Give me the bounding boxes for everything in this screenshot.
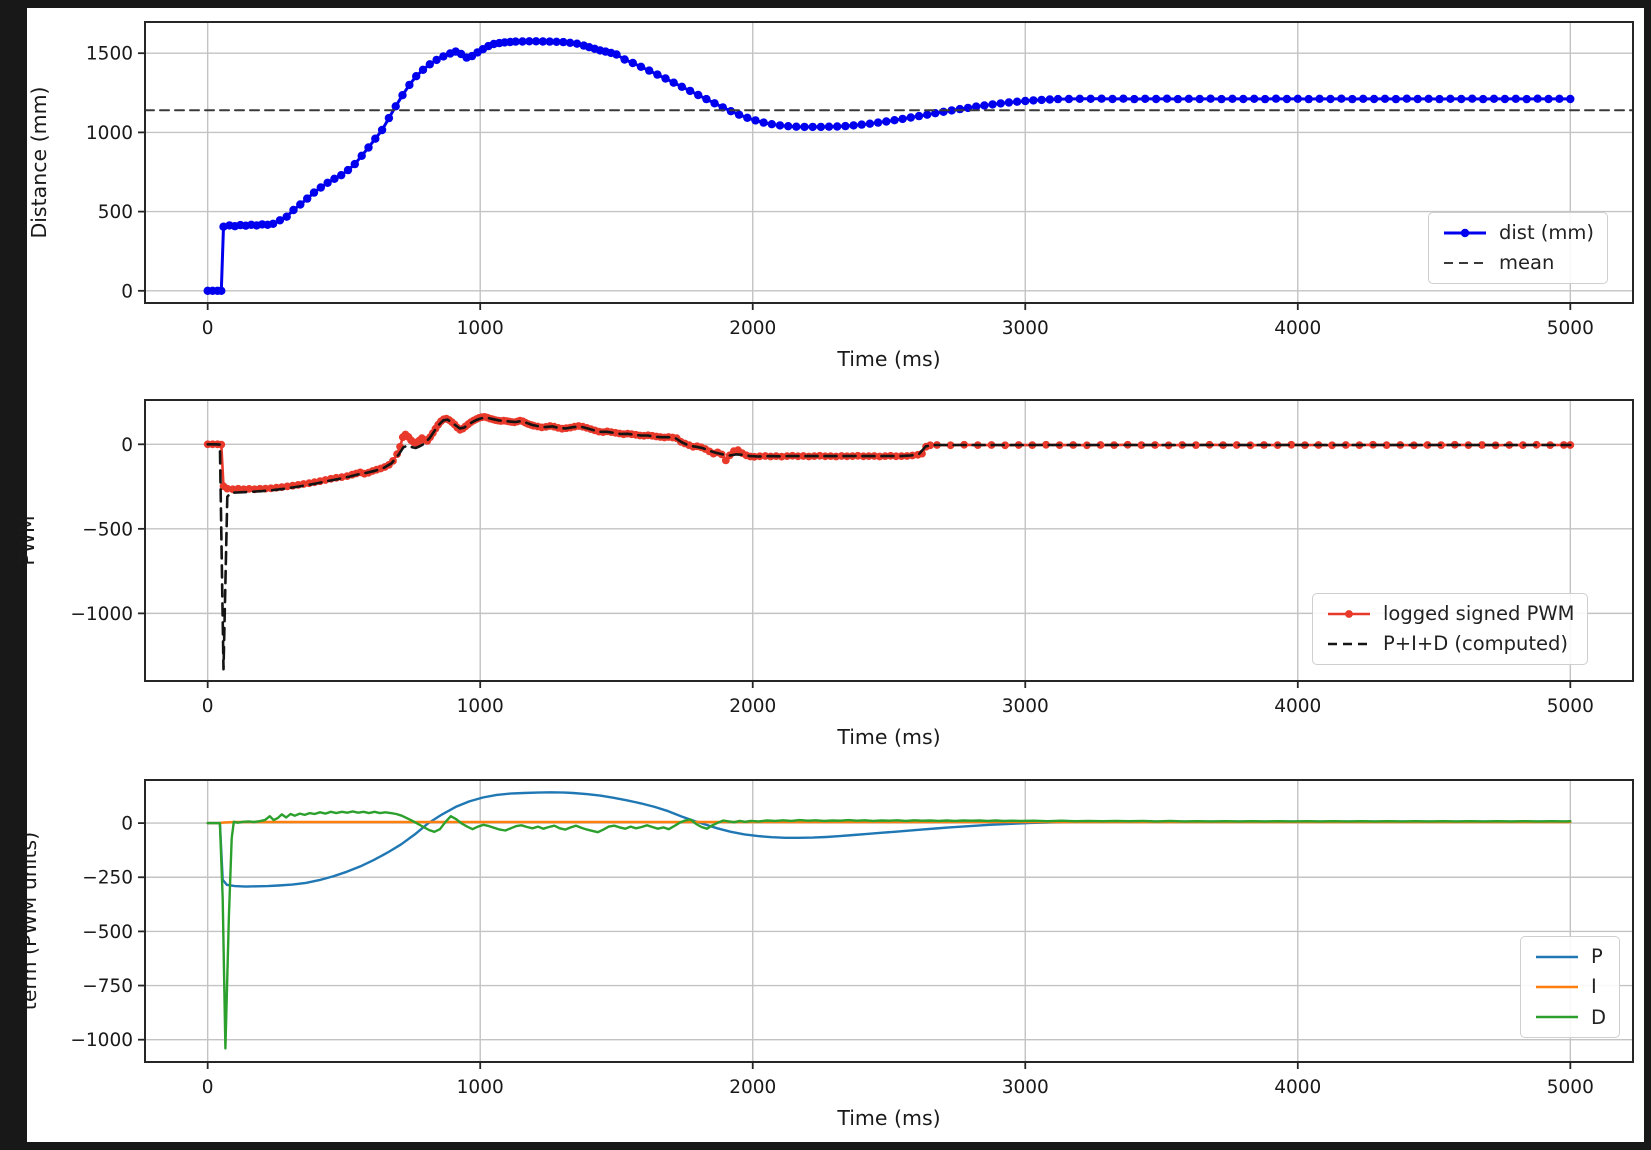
legend-item-dist-mm-: dist (mm)	[1442, 221, 1594, 244]
x-tick-label: 4000	[1274, 696, 1321, 717]
legend-item-p-i-d-computed-: P+I+D (computed)	[1326, 632, 1574, 655]
legend-line-sample-icon	[1536, 985, 1578, 989]
y-tick-label: 0	[121, 435, 133, 456]
legend-line-sample-icon	[1444, 228, 1486, 237]
y-axis-label: PWM	[15, 515, 39, 565]
x-tick-label: 3000	[1002, 1077, 1049, 1098]
x-tick-label: 2000	[729, 1077, 776, 1098]
x-tick-label: 4000	[1274, 1077, 1321, 1098]
x-tick-label: 0	[202, 318, 214, 339]
legend-line-sample-icon	[1328, 642, 1370, 646]
y-tick-label: 0	[121, 814, 133, 835]
x-axis-label: Time (ms)	[836, 725, 940, 749]
series-line-p-i-d-computed-	[206, 416, 1572, 671]
x-axis-label: Time (ms)	[836, 347, 940, 371]
figure-background	[27, 8, 1644, 1142]
legend-item-logged-signed-pwm: logged signed PWM	[1326, 602, 1574, 625]
y-tick-label: −1000	[70, 1030, 133, 1051]
legend-pwm: logged signed PWM P+I+D (computed)	[1312, 593, 1589, 665]
subplot-pwm: 0 1000 2000 3000 4000 5000 0 −500 −1000 Time (ms)…	[15, 399, 1634, 749]
x-tick-label: 3000	[1002, 696, 1049, 717]
y-axis-label: term (PWM units)	[17, 832, 41, 1010]
y-tick-label: −250	[82, 868, 133, 889]
legend-line-sample-icon	[1444, 262, 1486, 265]
x-tick-label: 4000	[1274, 318, 1321, 339]
subplot-distance: 0 1000 2000 3000 4000 5000 0 500 1000 1500 Time (m…	[27, 21, 1634, 371]
legend-item-p: P	[1534, 945, 1606, 968]
legend-item-mean: mean	[1442, 251, 1594, 274]
legend-distance: dist (mm) mean	[1428, 212, 1609, 284]
legend-line-sample-icon	[1536, 1016, 1578, 1019]
y-tick-label: −750	[82, 976, 133, 997]
legend-label: mean	[1499, 251, 1555, 275]
subplot-terms: 0 1000 2000 3000 4000 5000 0 −250 −500 −750 −1000 T…	[17, 779, 1634, 1130]
y-tick-label: 1000	[86, 123, 133, 144]
legend-label: D	[1591, 1005, 1607, 1029]
axes-spines	[144, 399, 1634, 682]
y-tick-label: −500	[82, 922, 133, 943]
x-tick-label: 0	[202, 1077, 214, 1098]
legend-line-sample-icon	[1328, 609, 1370, 618]
x-tick-label: 5000	[1547, 1077, 1594, 1098]
legend-label: P	[1591, 945, 1603, 968]
legend-item-i: I	[1534, 975, 1606, 998]
x-tick-label: 5000	[1547, 318, 1594, 339]
y-tick-label: 0	[121, 281, 133, 302]
legend-line-sample-icon	[1536, 955, 1578, 958]
x-tick-label: 2000	[729, 318, 776, 339]
x-tick-label: 1000	[457, 318, 504, 339]
y-tick-label: −500	[82, 519, 133, 540]
legend-item-d: D	[1534, 1006, 1606, 1029]
y-tick-label: 1500	[86, 44, 133, 65]
y-tick-label: 500	[98, 202, 133, 223]
y-axis-label: Distance (mm)	[27, 86, 51, 238]
legend-label: logged signed PWM	[1383, 602, 1575, 625]
x-tick-label: 1000	[457, 1077, 504, 1098]
legend-label: P+I+D (computed)	[1383, 632, 1569, 656]
x-tick-label: 1000	[457, 696, 504, 717]
x-tick-label: 3000	[1002, 318, 1049, 339]
x-tick-label: 0	[202, 696, 214, 717]
x-tick-label: 2000	[729, 696, 776, 717]
axes-spines	[144, 21, 1634, 304]
x-axis-label: Time (ms)	[836, 1106, 940, 1130]
y-tick-label: −1000	[70, 604, 133, 625]
series-line-d	[206, 810, 1572, 1050]
legend-label: dist (mm)	[1499, 221, 1595, 244]
legend-label: I	[1591, 975, 1597, 999]
x-tick-label: 5000	[1547, 696, 1594, 717]
axes-spines	[144, 779, 1634, 1063]
